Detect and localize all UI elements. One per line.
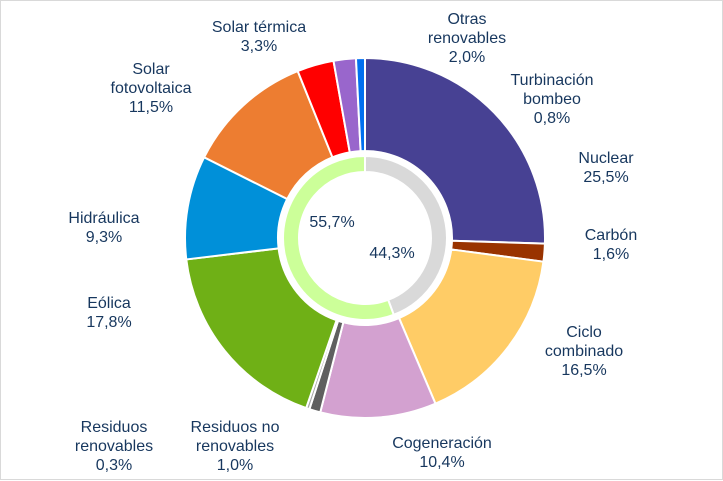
- label-hidraulica: Hidráulica 9,3%: [68, 210, 139, 246]
- center-labels: 44,3% 55,7%: [309, 214, 414, 262]
- label-carbon: Carbón 1,6%: [585, 227, 637, 263]
- outer-ring: [184, 56, 546, 419]
- slice-labels: Nuclear 25,5% Carbón 1,6% Ciclo combinado 16,5…: [68, 11, 637, 474]
- label-nuclear: Nuclear 25,5%: [578, 150, 634, 186]
- label-turbinacion-bombeo: Turbinación bombeo 0,8%: [510, 72, 593, 127]
- inner-slice-2: [282, 154, 396, 321]
- label-solar-termica: Solar térmica 3,3%: [212, 19, 306, 55]
- label-solar-fotovoltaica: Solar fotovoltaica 11,5%: [111, 61, 192, 116]
- slice-eolica: [185, 247, 338, 410]
- inner-ring: [282, 154, 448, 321]
- label-ciclo-combinado: Ciclo combinado 16,5%: [545, 324, 623, 379]
- slice-ciclo-combinado: [397, 248, 545, 405]
- label-cogeneracion: Cogeneración 10,4%: [392, 435, 492, 471]
- label-otras-renovables: Otras renovables 2,0%: [428, 11, 506, 66]
- slice-nuclear: [364, 56, 546, 245]
- slice-turbinacion-bombeo: [354, 56, 366, 153]
- label-residuos-renovables: Residuos renovables 0,3%: [75, 419, 153, 474]
- label-eolica: Eólica 17,8%: [86, 295, 131, 331]
- inner-label-1: 44,3%: [369, 245, 414, 262]
- inner-label-2: 55,7%: [309, 214, 354, 231]
- label-residuos-no-renovables: Residuos no renovables 1,0%: [191, 419, 280, 474]
